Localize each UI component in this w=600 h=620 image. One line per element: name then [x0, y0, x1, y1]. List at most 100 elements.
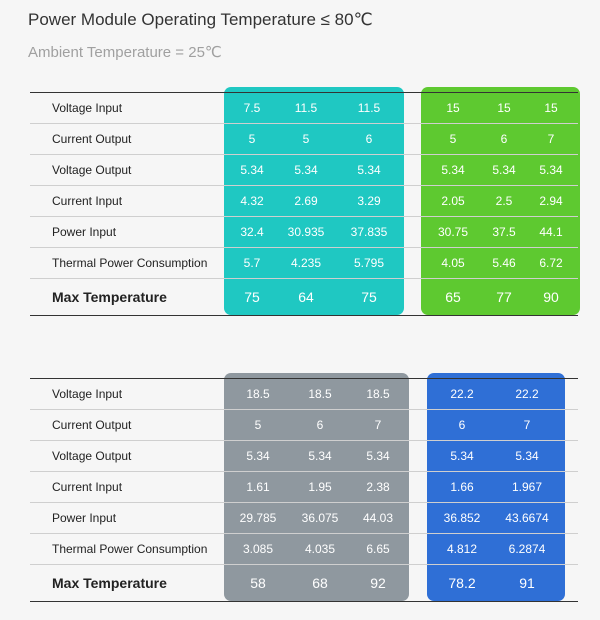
value-cell: 1.967: [511, 479, 543, 494]
value-cell: 5: [248, 131, 256, 146]
row-label: Voltage Input: [52, 386, 123, 401]
row-rule: [30, 123, 578, 124]
value-cell: 5.34: [357, 162, 381, 177]
value-cell: 30.935: [287, 224, 325, 239]
value-cell: 6: [500, 131, 508, 146]
value-cell: 6.65: [366, 541, 390, 556]
value-cell: 7: [547, 131, 555, 146]
value-cell: 15: [544, 100, 558, 115]
value-cell: 36.852: [443, 510, 481, 525]
value-cell: 2.05: [441, 193, 465, 208]
column-group: [427, 373, 565, 601]
row-rule: [30, 564, 578, 565]
value-cell: 7: [374, 417, 382, 432]
value-cell: 22.2: [515, 386, 539, 401]
value-cell: 32.4: [240, 224, 264, 239]
value-cell: 5.34: [366, 448, 390, 463]
value-cell: 6.72: [539, 255, 563, 270]
row-label: Power Input: [52, 510, 117, 525]
table-bottom-rule: [30, 315, 578, 316]
value-cell: 36.075: [301, 510, 339, 525]
value-cell: 5.795: [353, 255, 385, 270]
row-rule: [30, 278, 578, 279]
row-rule: [30, 409, 578, 410]
value-cell: 91: [519, 574, 535, 591]
value-cell: 2.5: [495, 193, 513, 208]
row-label: Power Input: [52, 224, 117, 239]
row-rule: [30, 154, 578, 155]
value-cell: 2.69: [294, 193, 318, 208]
value-cell: 92: [370, 574, 386, 591]
value-cell: 11.5: [357, 100, 381, 115]
row-label: Thermal Power Consumption: [52, 541, 208, 556]
value-cell: 7.5: [243, 100, 261, 115]
value-cell: 18.5: [246, 386, 270, 401]
value-cell: 22.2: [450, 386, 474, 401]
value-cell: 78.2: [448, 574, 476, 591]
value-cell: 4.32: [240, 193, 264, 208]
value-cell: 5: [449, 131, 457, 146]
value-cell: 5.34: [308, 448, 332, 463]
row-rule: [30, 185, 578, 186]
column-group: [421, 87, 580, 315]
value-cell: 5.34: [515, 448, 539, 463]
value-cell: 58: [250, 574, 266, 591]
row-label: Max Temperature: [52, 574, 167, 591]
value-cell: 75: [361, 288, 377, 305]
value-cell: 2.94: [539, 193, 563, 208]
value-cell: 2.38: [366, 479, 390, 494]
value-cell: 68: [312, 574, 328, 591]
value-cell: 5.46: [492, 255, 516, 270]
value-cell: 6: [316, 417, 324, 432]
value-cell: 5.34: [450, 448, 474, 463]
value-cell: 44.1: [539, 224, 563, 239]
value-cell: 44.03: [362, 510, 394, 525]
row-label: Current Input: [52, 193, 123, 208]
row-label: Max Temperature: [52, 288, 167, 305]
value-cell: 75: [244, 288, 260, 305]
value-cell: 37.5: [492, 224, 516, 239]
row-rule: [30, 502, 578, 503]
row-rule: [30, 533, 578, 534]
value-cell: 4.235: [290, 255, 322, 270]
value-cell: 11.5: [294, 100, 318, 115]
value-cell: 43.6674: [505, 510, 549, 525]
value-cell: 1.95: [308, 479, 332, 494]
row-label: Current Output: [52, 131, 132, 146]
row-label: Thermal Power Consumption: [52, 255, 208, 270]
table-bottom-rule: [30, 601, 578, 602]
row-label: Voltage Output: [52, 448, 132, 463]
row-rule: [30, 216, 578, 217]
value-cell: 15: [497, 100, 511, 115]
column-group: [224, 87, 404, 315]
value-cell: 6: [365, 131, 373, 146]
row-rule: [30, 440, 578, 441]
value-cell: 37.835: [350, 224, 388, 239]
value-cell: 4.812: [446, 541, 478, 556]
row-label: Voltage Input: [52, 100, 123, 115]
value-cell: 4.05: [441, 255, 465, 270]
title: Power Module Operating Temperature ≤ 80℃: [28, 10, 373, 29]
value-cell: 3.29: [357, 193, 381, 208]
row-label: Current Output: [52, 417, 132, 432]
value-cell: 64: [298, 288, 314, 305]
value-cell: 18.5: [366, 386, 390, 401]
value-cell: 5.34: [246, 448, 270, 463]
value-cell: 5.34: [441, 162, 465, 177]
value-cell: 5.34: [539, 162, 563, 177]
value-cell: 18.5: [308, 386, 332, 401]
value-cell: 1.61: [246, 479, 270, 494]
table-top-rule: [30, 378, 578, 379]
value-cell: 5.34: [294, 162, 318, 177]
value-cell: 65: [445, 288, 461, 305]
value-cell: 5.34: [492, 162, 516, 177]
value-cell: 5.34: [240, 162, 264, 177]
value-cell: 30.75: [437, 224, 469, 239]
row-rule: [30, 471, 578, 472]
row-label: Voltage Output: [52, 162, 132, 177]
value-cell: 5: [254, 417, 262, 432]
value-cell: 90: [543, 288, 559, 305]
value-cell: 6: [458, 417, 466, 432]
table-top-rule: [30, 92, 578, 93]
